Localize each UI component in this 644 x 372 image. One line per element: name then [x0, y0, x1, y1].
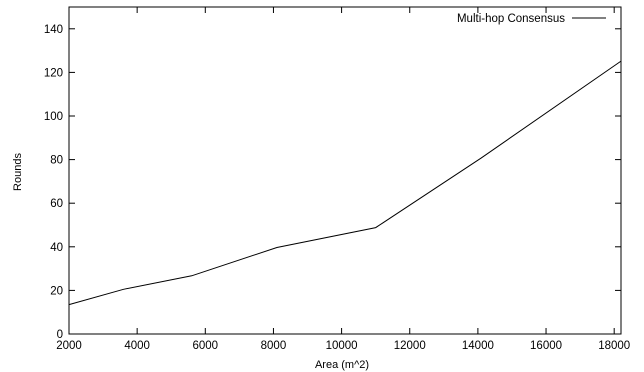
x-tick-label: 4000	[124, 340, 150, 352]
series-line-multi-hop-consensus	[68, 60, 622, 306]
x-tick-label: 6000	[192, 340, 218, 352]
plot-frame	[68, 6, 622, 335]
y-axis-label: Rounds	[12, 153, 24, 191]
x-tick-label: 12000	[394, 340, 426, 352]
axis-ticks	[68, 7, 621, 335]
x-tick-label: 16000	[530, 340, 562, 352]
x-tick-label: 10000	[326, 340, 358, 352]
y-tick-label: 60	[50, 198, 63, 210]
legend-entry-label: Multi-hop Consensus	[457, 13, 565, 25]
y-tick-label: 40	[50, 242, 63, 254]
y-tick-labels: 0 20 40 60 80 100 120 140	[44, 24, 63, 341]
y-tick-label: 140	[44, 24, 63, 36]
x-tick-label: 18000	[598, 340, 630, 352]
x-tick-label: 14000	[462, 340, 494, 352]
y-tick-label: 0	[57, 329, 63, 341]
x-tick-labels: 2000 4000 6000 8000 10000 12000 14000 16000 1800…	[56, 340, 630, 352]
y-tick-label: 80	[50, 155, 63, 167]
y-tick-label: 100	[44, 111, 63, 123]
y-tick-label: 20	[50, 285, 63, 297]
x-tick-label: 2000	[56, 340, 82, 352]
x-axis-label: Area (m^2)	[315, 359, 369, 371]
x-tick-label: 8000	[261, 340, 287, 352]
legend: Multi-hop Consensus	[457, 13, 606, 25]
series-layer	[68, 60, 622, 306]
y-tick-label: 120	[44, 67, 63, 79]
